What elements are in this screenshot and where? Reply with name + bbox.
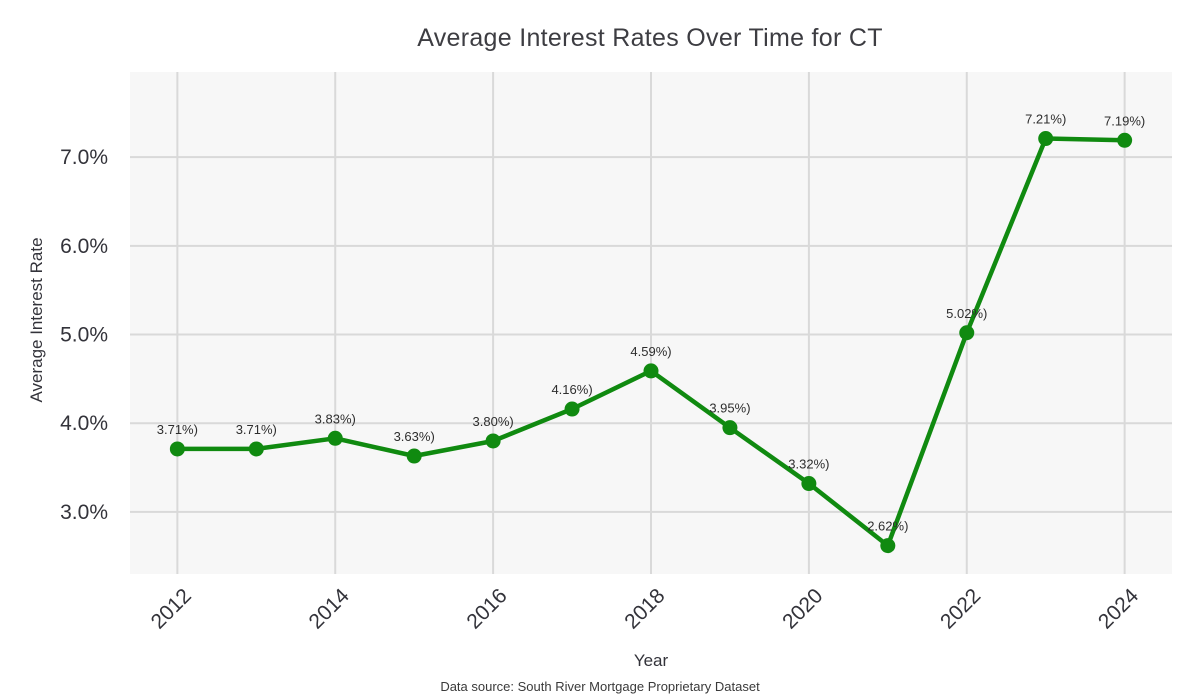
data-point-label: 3.63%) [394, 429, 435, 444]
data-point-label: 3.95%) [709, 401, 750, 416]
y-tick-label: 4.0% [60, 412, 108, 435]
chart-title: Average Interest Rates Over Time for CT [417, 24, 883, 52]
data-point-label: 3.32%) [788, 457, 829, 472]
data-point-label: 7.19%) [1104, 113, 1145, 128]
data-point [248, 441, 264, 457]
data-point [327, 430, 343, 446]
x-tick-label: 2020 [778, 584, 827, 633]
data-point [169, 441, 185, 457]
x-axis-title: Year [633, 651, 669, 670]
data-point-label: 4.16%) [551, 382, 592, 397]
data-source-note: Data source: South River Mortgage Propri… [440, 679, 760, 694]
data-point [801, 476, 817, 492]
data-point [1117, 132, 1133, 148]
south-river-mortgage-logo: South River Mortgage [0, 600, 130, 690]
data-point [959, 325, 975, 341]
y-axis-title: Average Interest Rate [27, 237, 46, 403]
y-tick-label: 7.0% [60, 146, 108, 169]
x-tick-label: 2022 [936, 584, 985, 633]
data-point-label: 3.71%) [157, 422, 198, 437]
data-point-label: 4.59%) [630, 344, 671, 359]
y-tick-label: 3.0% [60, 501, 108, 524]
data-point [564, 401, 580, 417]
data-point [722, 420, 738, 436]
data-point [1038, 131, 1054, 147]
y-tick-label: 5.0% [60, 324, 108, 347]
x-tick-label: 2024 [1094, 584, 1144, 634]
data-point [880, 538, 896, 554]
data-point-label: 3.80%) [473, 414, 514, 429]
data-point-label: 7.21%) [1025, 112, 1066, 127]
data-point [485, 433, 501, 449]
y-tick-label: 6.0% [60, 235, 108, 258]
data-point-label: 3.71%) [236, 422, 277, 437]
data-point [643, 363, 659, 379]
x-tick-label: 2014 [304, 584, 354, 634]
data-point-label: 3.83%) [315, 411, 356, 426]
x-tick-label: 2018 [620, 584, 669, 633]
x-tick-label: 2012 [147, 584, 196, 633]
x-tick-label: 2016 [462, 584, 511, 633]
data-point-label: 2.62%) [867, 519, 908, 534]
data-point-label: 5.02%) [946, 306, 987, 321]
data-point [406, 448, 422, 464]
